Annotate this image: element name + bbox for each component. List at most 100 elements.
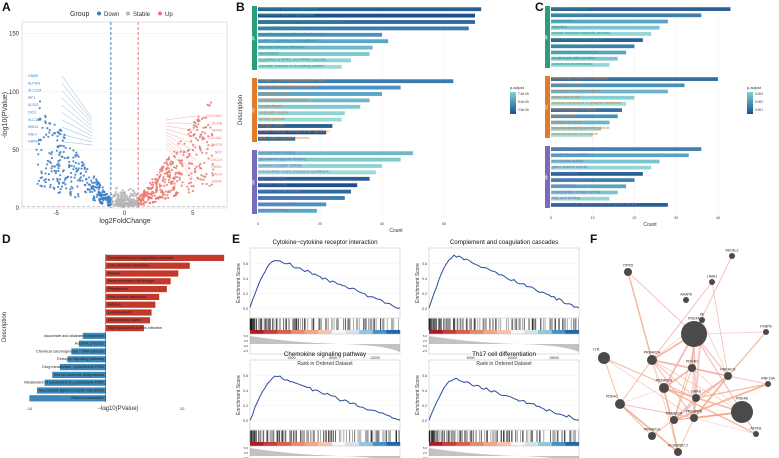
kegg-term-label: Phagosome (108, 287, 128, 291)
network-node (690, 414, 698, 422)
go-bar (551, 178, 635, 182)
kegg-bar (105, 301, 156, 308)
volcano-point (151, 178, 154, 181)
volcano-point (208, 184, 211, 187)
x-axis-label: Count (389, 228, 403, 234)
volcano-point (202, 175, 205, 178)
volcano-point (199, 134, 202, 137)
volcano-point (181, 162, 184, 165)
network-node-label: PDE4B (736, 397, 748, 401)
volcano-point (106, 198, 109, 201)
volcano-point (197, 123, 200, 126)
rank-colorbar (372, 442, 387, 446)
go-term-label: neuron projection terminus (552, 107, 596, 111)
volcano-point (205, 182, 208, 186)
go-term-label: cytokine receptor activity (259, 162, 302, 167)
rank-colorbar (290, 330, 305, 334)
volcano-point (192, 126, 195, 129)
volcano-point (206, 147, 209, 151)
volcano-point (160, 196, 163, 199)
volcano-point (163, 193, 166, 196)
label-leader (165, 128, 197, 139)
volcano-point (129, 197, 132, 200)
volcano-point (75, 151, 78, 154)
volcano-point (205, 173, 208, 176)
go-term-label: extracellular matrix structural constitu… (259, 169, 330, 174)
volcano-point (108, 204, 111, 207)
x-axis-label: −log10(PValue) (97, 406, 138, 412)
network-node-label: RNF19A (761, 377, 775, 381)
go-bar (258, 189, 351, 194)
network-edge (711, 281, 729, 377)
volcano-point (159, 188, 162, 191)
down-gene-label: GNB5 (28, 74, 38, 78)
volcano-point (56, 163, 59, 166)
group-label: BP (252, 35, 256, 40)
y-axis-label: Enrichment Score (236, 375, 242, 415)
network-node-label: LIMA1 (707, 275, 717, 279)
volcano-point (97, 186, 100, 189)
volcano-point (77, 155, 80, 158)
volcano-point (105, 193, 109, 196)
go-bar (551, 190, 618, 195)
volcano-point (72, 160, 75, 163)
up-gene-label: CXCL9 (210, 158, 222, 162)
volcano-point (128, 199, 131, 202)
panel-label-e: E (232, 232, 241, 246)
volcano-point (59, 178, 62, 181)
label-leader (165, 137, 197, 160)
volcano-point (100, 193, 103, 196)
label-leader (165, 125, 197, 131)
volcano-point (181, 181, 184, 184)
volcano-point (134, 203, 137, 206)
volcano-point (211, 144, 214, 147)
volcano-point (52, 132, 56, 135)
y-tick-label: 0.6 (243, 374, 248, 378)
network-node (648, 432, 656, 440)
network-node-label: PRKAR2A (644, 351, 661, 355)
go-term-label: endocrine system development (552, 37, 603, 41)
x-tick-label: -5 (53, 211, 59, 217)
rank-metric-area (429, 448, 579, 458)
gsea-plot: Th17 cell differentiation 0.6 0.4 0.2 0.0 5.0… (415, 351, 580, 458)
volcano-point (194, 124, 197, 127)
go-bar (551, 120, 610, 125)
volcano-point (135, 205, 138, 208)
volcano-point (151, 190, 154, 193)
gsea-plot: Cytokine−cytokine receptor interaction 0.… (236, 239, 401, 367)
kegg-term-label: Asthma (108, 303, 122, 307)
volcano-point (168, 174, 171, 177)
volcano-point (42, 136, 46, 139)
go-term-label: collagen trimer (259, 122, 285, 127)
volcano-point (190, 172, 193, 175)
go-bar (551, 114, 618, 119)
group-strip (252, 6, 257, 70)
volcano-point (129, 203, 132, 206)
volcano-point (37, 138, 41, 141)
lower-y-tick: 0.0 (423, 456, 428, 458)
go-bar (551, 77, 718, 81)
volcano-point (143, 201, 146, 204)
go-bar (551, 89, 668, 94)
x-tick-label: 40 (380, 222, 384, 226)
network-edge (727, 375, 769, 385)
volcano-point (195, 125, 198, 129)
network-edge (701, 319, 729, 377)
go-term-label: skin development (552, 13, 581, 17)
volcano-point (40, 148, 43, 152)
volcano-point (57, 169, 60, 173)
kegg-bar (82, 332, 106, 339)
kegg-term-label: Retinol metabolism (71, 396, 103, 400)
network-node-label: PRKAR1A (666, 412, 683, 416)
network-node (670, 416, 678, 424)
network-node-label: PDE4D (686, 360, 698, 364)
volcano-point (202, 116, 205, 119)
volcano-point (156, 173, 159, 176)
volcano-point (142, 199, 145, 202)
volcano-point (155, 191, 158, 194)
volcano-point (147, 187, 150, 191)
kegg-bar (36, 387, 106, 394)
kegg-bar (105, 317, 151, 324)
volcano-point (44, 172, 47, 175)
volcano-point (121, 189, 124, 192)
